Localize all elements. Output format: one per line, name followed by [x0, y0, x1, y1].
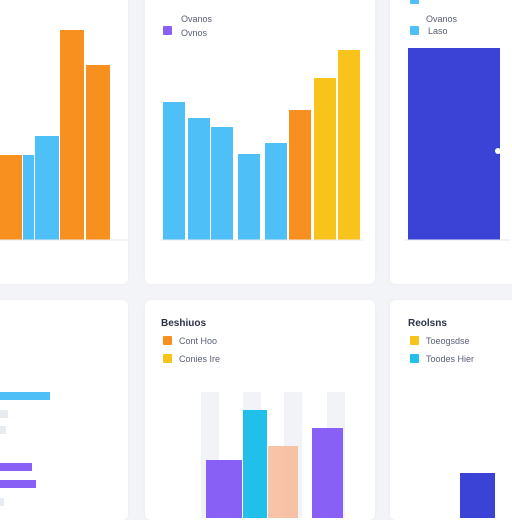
bar [0, 410, 8, 418]
legend-label: Toodes Hier [426, 354, 474, 364]
bar [0, 480, 36, 488]
legend-swatch [410, 336, 419, 345]
bar [0, 463, 32, 471]
chart-card-4 [0, 300, 128, 520]
legend-swatch [163, 336, 172, 345]
chart-card-5: Beshiuos Cont Hoo Conies Ire [145, 300, 375, 520]
chart-card-3: Ovanos Laso [390, 0, 512, 284]
legend-swatch [410, 0, 419, 4]
bar [408, 48, 500, 240]
legend-swatch [410, 354, 419, 363]
bar-chart-5: Beshiuos Cont Hoo Conies Ire [161, 318, 345, 518]
legend-label: Ovanos [426, 14, 458, 24]
bar [60, 30, 84, 240]
bar-chart-6: Reolsns Toeogsdse Toodes Hier [408, 318, 495, 518]
bar [312, 428, 343, 518]
chart-card-6: Reolsns Toeogsdse Toodes Hier [390, 300, 512, 520]
bar-handle-dot [495, 148, 501, 154]
bar [0, 392, 50, 400]
chart-title: Beshiuos [161, 318, 206, 329]
bar [289, 110, 311, 240]
bar-chart-2: Ovanos Ovnos [161, 14, 363, 241]
bar [243, 410, 267, 518]
bar [23, 155, 34, 240]
bar [268, 446, 298, 518]
bar-chart-3: Ovanos Laso [404, 0, 510, 241]
bar [188, 118, 210, 240]
legend-swatch [163, 26, 172, 35]
legend-label: Toeogsdse [426, 336, 470, 346]
legend-label: Cont Hoo [179, 336, 217, 346]
bar [460, 473, 495, 518]
legend-swatch [410, 26, 419, 35]
legend-label: Laso [428, 26, 448, 36]
bar [163, 102, 185, 240]
bar [338, 50, 360, 240]
bar [211, 127, 233, 240]
chart-card-2: Ovanos Ovnos [145, 0, 375, 284]
bar [86, 65, 110, 240]
bar [0, 155, 22, 240]
chart-title: Reolsns [408, 318, 447, 329]
legend-swatch [163, 354, 172, 363]
legend-label: Ovnos [181, 28, 208, 38]
bar [206, 460, 242, 518]
legend-label: Ovanos [181, 14, 213, 24]
legend-label: Conies Ire [179, 354, 220, 364]
bar-chart-4 [0, 392, 50, 506]
bar [35, 136, 59, 240]
bar [0, 498, 4, 506]
bar [0, 426, 6, 434]
bar-chart-1 [0, 30, 128, 241]
bar [238, 154, 260, 240]
bar [314, 78, 336, 240]
bar [265, 143, 287, 240]
chart-card-1 [0, 0, 128, 284]
